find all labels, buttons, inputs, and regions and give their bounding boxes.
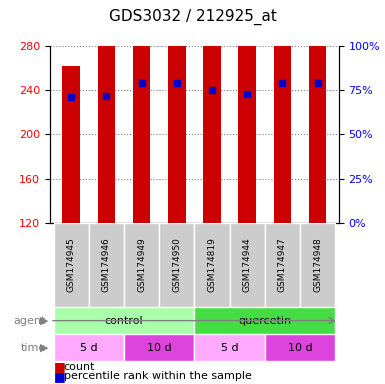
FancyBboxPatch shape	[54, 307, 194, 334]
Bar	[168, 0, 186, 223]
Bar	[274, 0, 291, 223]
Bar	[62, 66, 80, 223]
Bar	[238, 26, 256, 223]
Text: 10 d: 10 d	[288, 343, 312, 353]
Text: GSM174950: GSM174950	[172, 238, 181, 292]
FancyBboxPatch shape	[54, 223, 89, 307]
Bar	[97, 33, 115, 223]
Text: ■: ■	[54, 360, 66, 373]
FancyBboxPatch shape	[300, 223, 335, 307]
Point	[68, 94, 74, 100]
FancyBboxPatch shape	[194, 307, 335, 334]
Text: GSM174948: GSM174948	[313, 238, 322, 292]
Text: 10 d: 10 d	[147, 343, 172, 353]
Text: ■: ■	[54, 370, 66, 383]
Bar	[309, 0, 326, 223]
Text: GSM174944: GSM174944	[243, 238, 252, 292]
Point	[174, 80, 180, 86]
Point	[280, 80, 286, 86]
FancyBboxPatch shape	[54, 334, 124, 361]
Bar	[133, 0, 151, 223]
Point	[315, 80, 321, 86]
FancyBboxPatch shape	[159, 223, 194, 307]
Text: 5 d: 5 d	[80, 343, 97, 353]
FancyBboxPatch shape	[229, 223, 265, 307]
Text: percentile rank within the sample: percentile rank within the sample	[64, 371, 251, 381]
FancyBboxPatch shape	[124, 223, 159, 307]
Text: control: control	[105, 316, 143, 326]
Text: 5 d: 5 d	[221, 343, 238, 353]
Text: count: count	[64, 362, 95, 372]
FancyBboxPatch shape	[124, 334, 194, 361]
FancyBboxPatch shape	[265, 223, 300, 307]
Point	[139, 80, 145, 86]
FancyBboxPatch shape	[194, 223, 229, 307]
Bar	[203, 1, 221, 223]
Text: GSM174945: GSM174945	[67, 238, 76, 292]
Text: quercetin: quercetin	[238, 316, 291, 326]
FancyBboxPatch shape	[265, 334, 335, 361]
Text: ▶: ▶	[40, 316, 48, 326]
Point	[209, 87, 215, 93]
Text: agent: agent	[14, 316, 46, 326]
Text: ▶: ▶	[40, 343, 48, 353]
Point	[103, 93, 109, 99]
FancyBboxPatch shape	[89, 223, 124, 307]
Text: GSM174946: GSM174946	[102, 238, 111, 292]
Text: GSM174819: GSM174819	[208, 238, 216, 292]
Text: time: time	[21, 343, 46, 353]
Point	[244, 91, 250, 97]
FancyBboxPatch shape	[194, 334, 265, 361]
Text: GSM174949: GSM174949	[137, 238, 146, 292]
Text: GSM174947: GSM174947	[278, 238, 287, 292]
Text: GDS3032 / 212925_at: GDS3032 / 212925_at	[109, 9, 276, 25]
